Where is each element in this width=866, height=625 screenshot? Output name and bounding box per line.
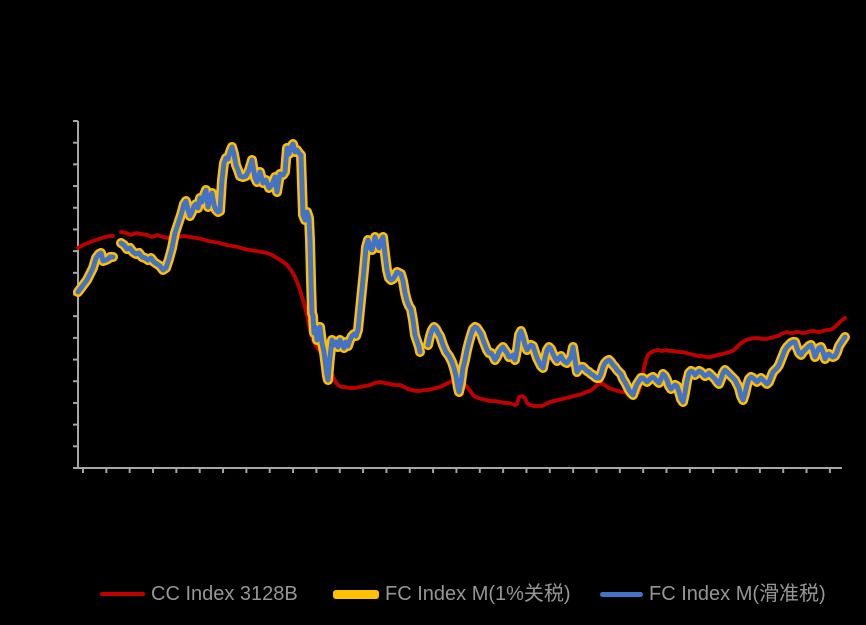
legend-label-cc-index-3128b: CC Index 3128B xyxy=(151,583,298,605)
legend-swatch-blue-line xyxy=(600,591,643,597)
legend-label-fc-index-1pct-tariff: FC Index M(1%关税) xyxy=(385,583,571,605)
legend-label-fc-index-sliding-tax: FC Index M(滑准税) xyxy=(649,583,826,605)
legend-item-fc-index-1pct-tariff[interactable]: FC Index M(1%关税) xyxy=(333,582,571,606)
legend-item-fc-index-sliding-tax[interactable]: FC Index M(滑准税) xyxy=(600,582,826,606)
legend-swatch-yellow-line xyxy=(333,589,379,599)
legend-swatch-red-line xyxy=(100,592,145,596)
legend-item-cc-index-3128b[interactable]: CC Index 3128B xyxy=(100,582,298,606)
